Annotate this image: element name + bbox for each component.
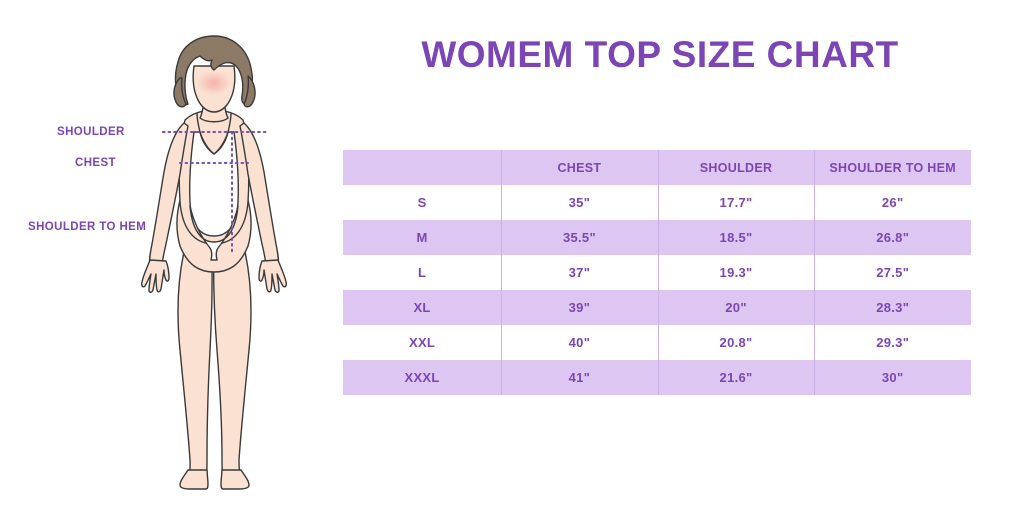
table-header-shoulder: SHOULDER — [657, 150, 815, 185]
illustration-panel: SHOULDER CHEST SHOULDER TO HEM — [0, 0, 340, 512]
table-header-row: CHEST SHOULDER SHOULDER TO HEM — [343, 150, 971, 185]
table-header-chest: CHEST — [501, 150, 658, 185]
cell-size: XXL — [343, 325, 502, 360]
table-header-shoulder-to-hem: SHOULDER TO HEM — [814, 150, 971, 185]
table-row: XXL 40" 20.8" 29.3" — [343, 325, 971, 360]
cell-size: S — [343, 185, 502, 220]
cell-shoulder: 20.8" — [657, 325, 815, 360]
measure-label-shoulder: SHOULDER — [57, 126, 125, 138]
cell-chest: 35" — [501, 185, 658, 220]
cell-size: XL — [343, 290, 502, 325]
table-header-size — [343, 150, 502, 185]
cell-size: XXXL — [343, 360, 502, 395]
table-row: XL 39" 20" 28.3" — [343, 290, 971, 325]
table-row: M 35.5" 18.5" 26.8" — [343, 220, 971, 255]
cell-shoulder-to-hem: 26" — [814, 185, 971, 220]
cell-shoulder: 17.7" — [657, 185, 815, 220]
table-row: L 37" 19.3" 27.5" — [343, 255, 971, 290]
cell-shoulder: 19.3" — [657, 255, 815, 290]
cell-chest: 40" — [501, 325, 658, 360]
cell-shoulder: 20" — [657, 290, 815, 325]
table-row: S 35" 17.7" 26" — [343, 185, 971, 220]
measure-label-chest: CHEST — [75, 157, 116, 169]
female-figure-icon — [141, 35, 287, 490]
measure-label-shoulder-to-hem: SHOULDER TO HEM — [28, 221, 147, 233]
cell-shoulder-to-hem: 26.8" — [814, 220, 971, 255]
cell-shoulder-to-hem: 28.3" — [814, 290, 971, 325]
size-chart-table: CHEST SHOULDER SHOULDER TO HEM S 35" 17.… — [343, 150, 971, 395]
cell-chest: 37" — [501, 255, 658, 290]
cell-shoulder: 18.5" — [657, 220, 815, 255]
cell-shoulder: 21.6" — [657, 360, 815, 395]
table-row: XXXL 41" 21.6" 30" — [343, 360, 971, 395]
cell-chest: 39" — [501, 290, 658, 325]
cell-shoulder-to-hem: 27.5" — [814, 255, 971, 290]
cell-size: M — [343, 220, 502, 255]
cell-chest: 41" — [501, 360, 658, 395]
cell-size: L — [343, 255, 502, 290]
cell-shoulder-to-hem: 29.3" — [814, 325, 971, 360]
cell-shoulder-to-hem: 30" — [814, 360, 971, 395]
page-title: WOMEM TOP SIZE CHART — [421, 34, 899, 75]
cell-chest: 35.5" — [501, 220, 658, 255]
